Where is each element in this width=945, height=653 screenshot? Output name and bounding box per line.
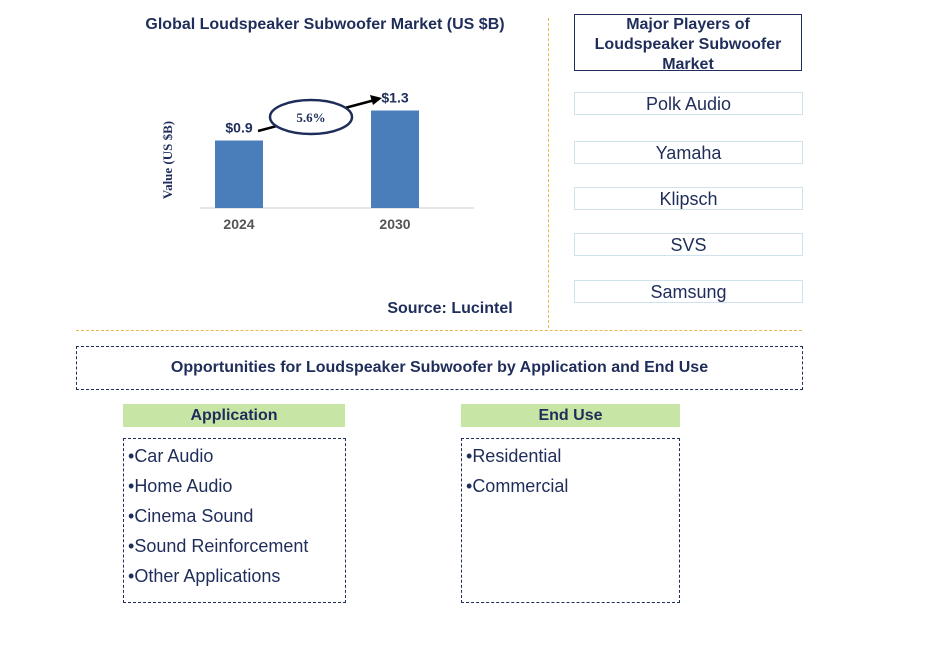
application-header: Application <box>123 404 345 427</box>
list-item: Cinema Sound <box>128 501 345 531</box>
vertical-divider <box>548 18 549 328</box>
list-item: Car Audio <box>128 441 345 471</box>
list-item: Other Applications <box>128 561 345 591</box>
application-list: Car Audio Home Audio Cinema Sound Sound … <box>123 438 346 603</box>
list-item: Home Audio <box>128 471 345 501</box>
data-label: $1.3 <box>381 90 408 106</box>
list-item: Sound Reinforcement <box>128 531 345 561</box>
y-axis-label: Value (US $B) <box>160 121 175 199</box>
source-label: Source: Lucintel <box>387 300 513 317</box>
cagr-arrowhead <box>370 95 382 105</box>
list-item: Residential <box>466 441 679 471</box>
player-item: SVS <box>574 233 803 256</box>
list-item: Commercial <box>466 471 679 501</box>
cagr-ellipse <box>268 98 354 136</box>
x-tick-label: 2030 <box>379 216 410 232</box>
bar <box>215 140 263 208</box>
players-heading: Major Players of Loudspeaker Subwoofer M… <box>574 14 802 73</box>
x-tick-label: 2024 <box>223 216 254 232</box>
data-label: $0.9 <box>225 120 252 136</box>
horizontal-divider <box>76 330 802 331</box>
player-item: Klipsch <box>574 187 803 210</box>
cagr-label: 5.6% <box>296 110 325 125</box>
end-use-header: End Use <box>461 404 680 427</box>
end-use-list: Residential Commercial <box>461 438 680 603</box>
player-item: Samsung <box>574 280 803 303</box>
bar-chart: Value (US $B) $0.9 2024 $1.3 2030 5.6% <box>160 90 474 232</box>
bar <box>371 110 419 208</box>
player-item: Yamaha <box>574 141 803 164</box>
opportunities-heading: Opportunities for Loudspeaker Subwoofer … <box>76 346 803 390</box>
player-item: Polk Audio <box>574 92 803 115</box>
chart-title: Global Loudspeaker Subwoofer Market (US … <box>145 16 505 33</box>
